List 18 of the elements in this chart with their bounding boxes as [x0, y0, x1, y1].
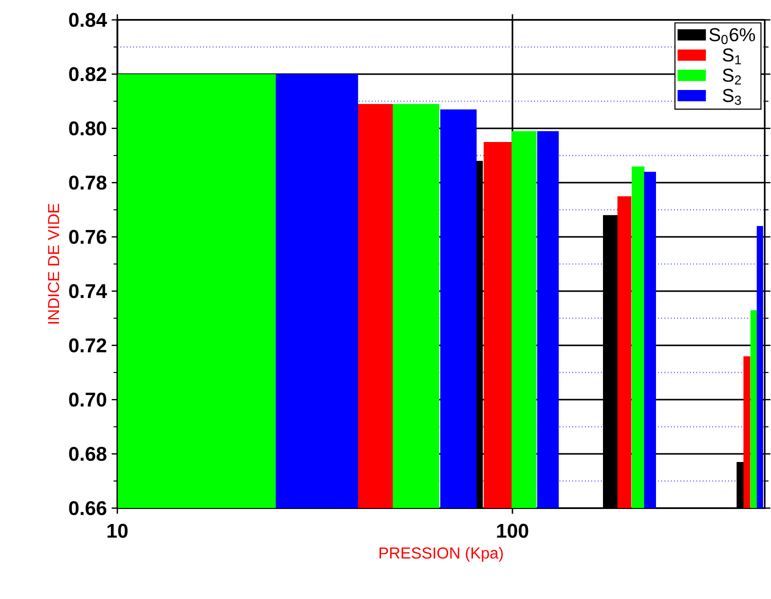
legend-label: S$_{0}$6%	[709, 28, 755, 44]
y-tick-label: 0.68	[69, 447, 106, 462]
y-tick-label: 0.82	[69, 67, 106, 82]
y-axis-title: INDICE DE VIDE	[48, 204, 60, 324]
x-tick-label: 10	[108, 524, 128, 538]
y-tick-label: 0.76	[69, 230, 106, 244]
y-tick-label: 0.78	[69, 176, 106, 190]
y-tick-label: 0.66	[69, 501, 106, 516]
legend-label: S$_{2}$	[722, 68, 741, 85]
legend-label: S$_{1}$	[722, 48, 741, 64]
x-axis-title: PRESSION (Kpa)	[380, 547, 503, 562]
y-tick-label: 0.84	[69, 13, 107, 28]
x-tick-label: 100	[497, 524, 528, 538]
y-tick-label: 0.80	[69, 122, 106, 136]
y-tick-label: 0.72	[69, 338, 106, 353]
y-tick-label: 0.74	[69, 284, 107, 298]
legend-label: S$_{3}$	[722, 89, 741, 106]
y-tick-label: 0.70	[69, 392, 106, 407]
